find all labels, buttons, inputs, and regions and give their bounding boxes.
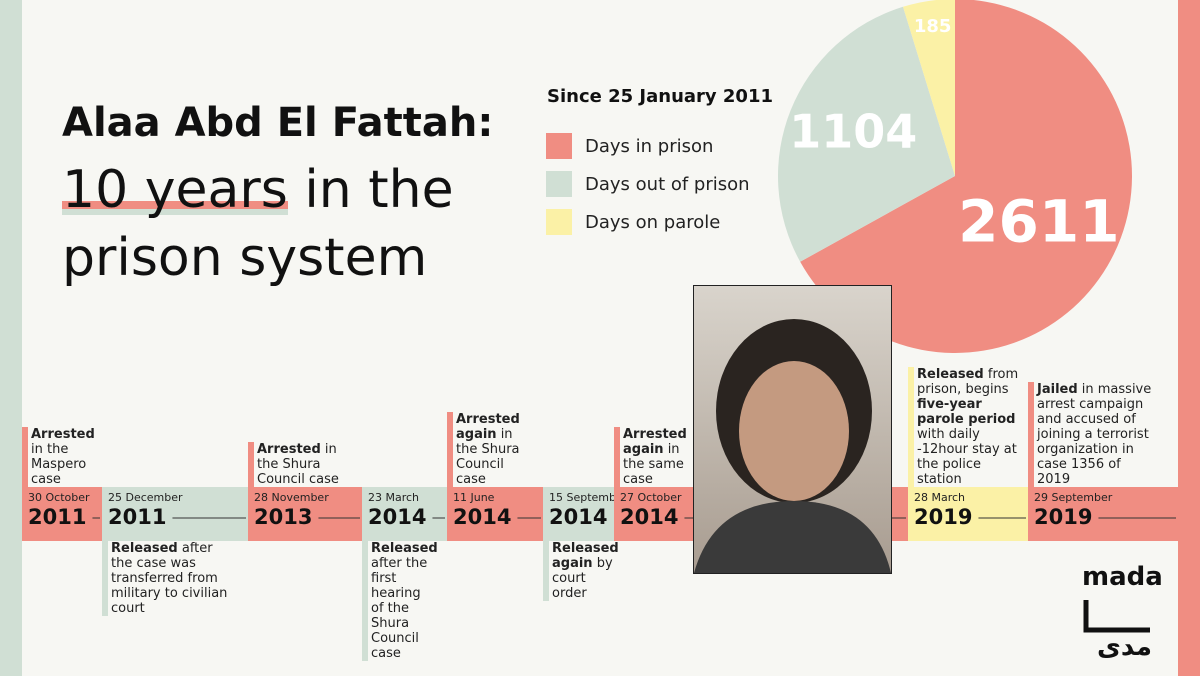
event-text: Jailed in massive arrest campaign and ac…: [1028, 382, 1153, 487]
event-text: Arrested again in the same case: [614, 427, 692, 487]
chart-title: Since 25 January 2011: [547, 86, 774, 107]
event-text: Arrested again in the Shura Council case: [447, 412, 527, 487]
event-date: 11 June: [453, 491, 495, 504]
slice-label: 2611: [958, 188, 1119, 256]
legend-swatch: [546, 209, 572, 235]
headline-rest: in the: [287, 160, 454, 220]
event-year: 2019: [914, 505, 972, 529]
event-date: 27 October: [620, 491, 682, 504]
seg-text: Arrested again: [623, 427, 687, 457]
timeline-band: [102, 487, 248, 541]
event-date: 29 September: [1034, 491, 1113, 504]
event-text: Released after the first hearing of the …: [362, 541, 438, 661]
seg-text: Arrested: [31, 427, 95, 442]
seg-text: in the Shura Council case: [257, 442, 339, 487]
legend-label: Days on parole: [585, 212, 720, 233]
legend-swatch: [546, 171, 572, 197]
pie-slice: [800, 0, 1132, 353]
event-year: 2014: [620, 505, 678, 529]
seg-text: after the case was transferred from mili…: [111, 541, 228, 616]
timeline-band: [248, 487, 362, 541]
event-year: 2011: [28, 505, 86, 529]
event-text: Released again by court order: [543, 541, 619, 601]
seg-text: in massive arrest campaign and accused o…: [1037, 382, 1152, 487]
event-year: 2014: [368, 505, 426, 529]
event-text: Released after the case was transferred …: [102, 541, 237, 616]
event-date: 25 December: [108, 491, 183, 504]
event-date: 15 September: [549, 491, 628, 504]
event-date: 23 March: [368, 491, 419, 504]
event-date: 28 November: [254, 491, 329, 504]
right-strip: [1178, 0, 1200, 676]
timeline-band: [543, 487, 614, 541]
seg-text: in the Maspero case: [31, 442, 87, 487]
timeline-band: [908, 487, 1028, 541]
headline-2: 10 years in the: [62, 160, 454, 220]
headline-1: Alaa Abd El Fattah:: [62, 100, 494, 146]
event-year: 2014: [549, 505, 607, 529]
timeline-band: [447, 487, 543, 541]
seg-text: Jailed: [1037, 382, 1078, 397]
event-year: 2014: [453, 505, 511, 529]
seg-text: Released: [371, 541, 438, 556]
timeline-band: [22, 487, 102, 541]
seg-text: Arrested again: [456, 412, 520, 442]
legend-label: Days out of prison: [585, 174, 750, 195]
shirt: [694, 501, 891, 573]
portrait-photo: [693, 285, 892, 574]
event-date: 30 October: [28, 491, 90, 504]
seg-text: Released: [917, 367, 984, 382]
seg-text: Arrested: [257, 442, 321, 457]
seg-text: after the first hearing of the Shura Cou…: [371, 556, 428, 661]
portrait-silhouette: [694, 319, 891, 573]
seg-text: Released: [111, 541, 178, 556]
left-strip: [0, 0, 22, 676]
seg-text: with daily -12hour stay at the police st…: [917, 427, 1017, 487]
highlight: 10 years: [62, 160, 288, 220]
seg-text: by court order: [552, 556, 613, 601]
logo-arabic: مدى: [1097, 632, 1152, 662]
event-year: 2013: [254, 505, 312, 529]
seg-text: in the same case: [623, 442, 684, 487]
pie-slice: [777, 6, 955, 262]
event-date: 28 March: [914, 491, 965, 504]
seg-text: in the Shura Council case: [456, 427, 520, 487]
timeline-band: [1028, 487, 1178, 541]
event-year: 2019: [1034, 505, 1092, 529]
seg-text: from prison, begins: [917, 367, 1019, 397]
pie-slice: [903, 0, 955, 176]
event-text: Arrested in the Maspero case: [22, 427, 95, 487]
legend-label: Days in prison: [585, 136, 713, 157]
timeline-band: [362, 487, 447, 541]
event-year: 2011: [108, 505, 166, 529]
logo-latin: mada: [1082, 562, 1163, 592]
legend-swatch: [546, 133, 572, 159]
face: [739, 361, 849, 501]
slice-label: 1104: [789, 104, 917, 158]
slice-label: 185: [914, 16, 952, 37]
headline-3: prison system: [62, 228, 428, 288]
seg-text: five-year parole period: [917, 397, 1016, 427]
event-text: Arrested in the Shura Council case: [248, 442, 358, 487]
seg-text: Released again: [552, 541, 619, 571]
event-text: Released from prison, begins five-year p…: [908, 367, 1026, 487]
